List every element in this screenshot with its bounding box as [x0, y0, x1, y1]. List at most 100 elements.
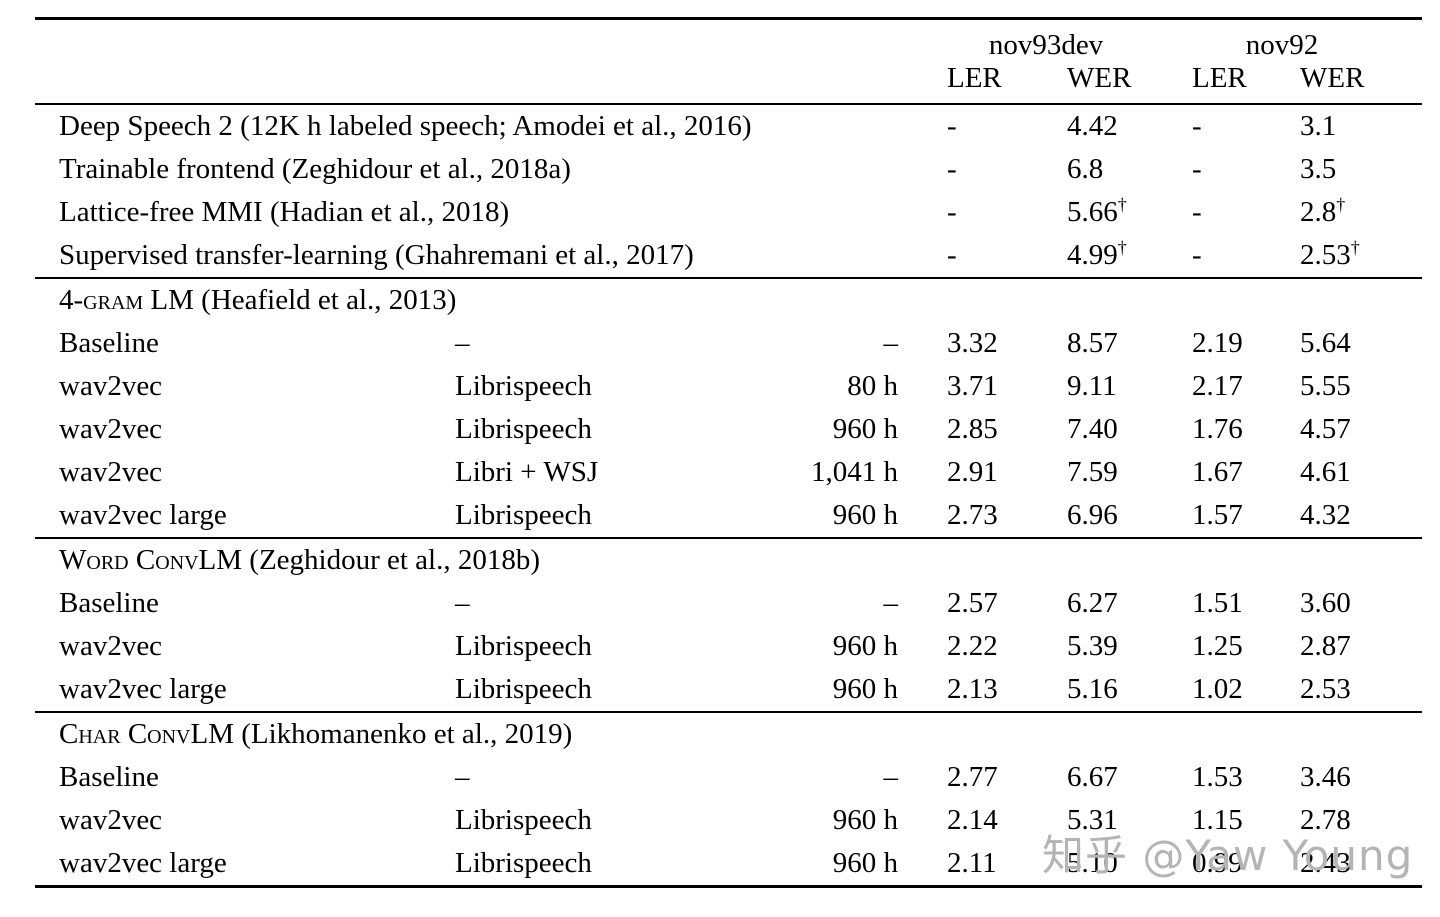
model-cell: wav2vec: [59, 456, 163, 488]
table-row: wav2vec Librispeech 960 h 2.14 5.31 1.15 2.78: [35, 799, 1422, 842]
training-data-cell: Librispeech: [455, 668, 730, 713]
ler-nov93dev-cell: 3.71: [947, 370, 998, 402]
ler-nov92-cell: 0.99: [1192, 847, 1243, 879]
model-cell: wav2vec large: [35, 668, 455, 713]
wer-nov92-cell: 3.5: [1300, 153, 1337, 185]
zhihu-watermark: 知乎 @Yaw Young: [1042, 822, 1413, 883]
hours-cell: 960 h: [730, 494, 900, 539]
ler-nov92-cell: 1.67: [1192, 456, 1243, 488]
training-data-cell: Librispeech: [455, 847, 592, 879]
section-heading-citation: (Likhomanenko et al., 2019): [234, 718, 573, 750]
ler-nov93dev-cell: -: [900, 234, 1067, 279]
wer-nov92-cell: 3.1: [1300, 110, 1337, 142]
table-row: wav2vec large Librispeech 960 h 2.73 6.96 1.5…: [35, 494, 1422, 539]
model-cell: Baseline: [59, 587, 159, 619]
dagger-marker: †: [1117, 237, 1127, 258]
wer-nov93dev-cell: 7.40: [1067, 413, 1118, 445]
table-row: wav2vec Librispeech 80 h 3.71 9.11 2.17 5.55: [35, 365, 1422, 408]
col-header-wer-nov92: WER: [1300, 62, 1422, 105]
wer-nov93dev-cell: 5.66†: [1067, 191, 1192, 234]
ler-nov93dev-cell: 3.32: [947, 327, 998, 359]
value-text: 5.66: [1067, 196, 1118, 228]
model-cell: wav2vec: [59, 413, 163, 445]
value-text: 4.99: [1067, 239, 1118, 271]
ler-nov92-cell: 2.19: [1192, 327, 1243, 359]
ler-nov92-cell: 1.51: [1192, 587, 1243, 619]
wer-nov92-cell: 4.61: [1300, 456, 1351, 488]
ler-nov93dev-cell: 2.13: [900, 668, 1067, 713]
ler-nov92-cell: -: [1192, 234, 1300, 279]
ler-nov93dev-cell: -: [947, 153, 957, 185]
wer-nov93dev-cell: 6.96: [1067, 494, 1192, 539]
ler-nov92-cell: -: [1192, 153, 1202, 185]
table-row: Trainable frontend (Zeghidour et al., 20…: [35, 148, 1422, 191]
model-cell: Supervised transfer-learning (Ghahremani…: [35, 234, 900, 279]
section-heading: Char ConvLM (Likhomanenko et al., 2019): [35, 712, 1422, 756]
wer-nov92-cell: 5.55: [1300, 370, 1351, 402]
hours-cell: 80 h: [847, 370, 898, 402]
wer-nov92-cell: 3.46: [1300, 761, 1351, 793]
col-group-nov93dev: nov93dev: [988, 29, 1104, 61]
training-data-cell: Librispeech: [455, 370, 592, 402]
ler-nov93dev-cell: 2.73: [900, 494, 1067, 539]
wer-nov93dev-cell: 5.10: [1067, 847, 1118, 879]
model-cell: wav2vec large: [59, 847, 227, 879]
ler-nov93dev-cell: 2.22: [947, 630, 998, 662]
section-heading-row: 4-gram LM (Heafield et al., 2013): [35, 278, 1422, 322]
training-data-cell: Librispeech: [455, 413, 592, 445]
col-group-nov92: nov92: [1245, 29, 1319, 61]
training-data-cell: –: [455, 761, 470, 793]
ler-nov92-cell: -: [1192, 196, 1202, 228]
table-row: Baseline – – 2.57 6.27 1.51 3.60: [35, 582, 1422, 625]
wer-nov93dev-cell: 5.31: [1067, 804, 1118, 836]
training-data-cell: Librispeech: [455, 494, 730, 539]
table-row: wav2vec large Librispeech 960 h 2.13 5.16 1.0…: [35, 668, 1422, 713]
wer-nov92-cell: 2.53: [1300, 668, 1422, 713]
section-heading-row: Char ConvLM (Likhomanenko et al., 2019): [35, 712, 1422, 756]
value-text: 2.8: [1300, 196, 1337, 228]
table-row: wav2vec Librispeech 960 h 2.22 5.39 1.25 2.87: [35, 625, 1422, 668]
wer-nov93dev-cell: 5.16: [1067, 668, 1192, 713]
results-table: nov93dev nov92 LER WER LER WER Deep Spee…: [35, 20, 1422, 885]
dagger-marker: †: [1117, 194, 1127, 215]
wer-nov93dev-cell: 9.11: [1067, 370, 1117, 402]
wer-nov92-cell: 2.53†: [1300, 234, 1422, 279]
table-row: Baseline – – 3.32 8.57 2.19 5.64: [35, 322, 1422, 365]
hours-cell: –: [883, 587, 899, 619]
hours-cell: 1,041 h: [811, 456, 898, 488]
wer-nov93dev-cell: 4.42: [1067, 110, 1118, 142]
hours-cell: –: [883, 761, 899, 793]
table-row: Lattice-free MMI (Hadian et al., 2018) -5…: [35, 191, 1422, 234]
col-header-ler-nov92: LER: [1192, 62, 1300, 105]
ler-nov92-cell: 1.76: [1192, 413, 1243, 445]
wer-nov92-cell: 4.32: [1300, 494, 1422, 539]
table-row: wav2vec Librispeech 960 h 2.85 7.40 1.76 4.57: [35, 408, 1422, 451]
wer-nov92-cell: 5.64: [1300, 327, 1351, 359]
sub-header-row: LER WER LER WER: [35, 62, 1422, 105]
hours-cell: 960 h: [832, 847, 898, 879]
table-row: Baseline – – 2.77 6.67 1.53 3.46: [35, 756, 1422, 799]
col-header-wer-nov93dev: WER: [1067, 62, 1192, 105]
training-data-cell: –: [455, 327, 470, 359]
wer-nov92-cell: 3.60: [1300, 587, 1351, 619]
model-cell: Deep Speech 2 (12K h labeled speech; Amo…: [59, 110, 752, 142]
ler-nov92-cell: 2.17: [1192, 370, 1243, 402]
results-table-frame: nov93dev nov92 LER WER LER WER Deep Spee…: [35, 17, 1422, 888]
ler-nov93dev-cell: 2.91: [947, 456, 998, 488]
training-data-cell: Librispeech: [455, 804, 592, 836]
model-cell: wav2vec: [59, 804, 163, 836]
ler-nov92-cell: 1.15: [1192, 804, 1243, 836]
ler-nov92-cell: -: [1192, 110, 1202, 142]
model-cell: wav2vec: [59, 370, 163, 402]
empty-header-cell: [35, 20, 900, 62]
dagger-marker: †: [1336, 194, 1346, 215]
dagger-marker: †: [1350, 237, 1360, 258]
model-cell: Trainable frontend (Zeghidour et al., 20…: [59, 153, 571, 185]
training-data-cell: Librispeech: [455, 630, 592, 662]
section-heading-name: Word ConvLM: [59, 544, 243, 576]
empty-header-cell: [35, 62, 900, 105]
ler-nov93dev-cell: 2.14: [947, 804, 998, 836]
wer-nov92-cell: 2.87: [1300, 630, 1351, 662]
model-cell: Lattice-free MMI (Hadian et al., 2018): [59, 196, 510, 228]
hours-cell: 960 h: [832, 804, 898, 836]
